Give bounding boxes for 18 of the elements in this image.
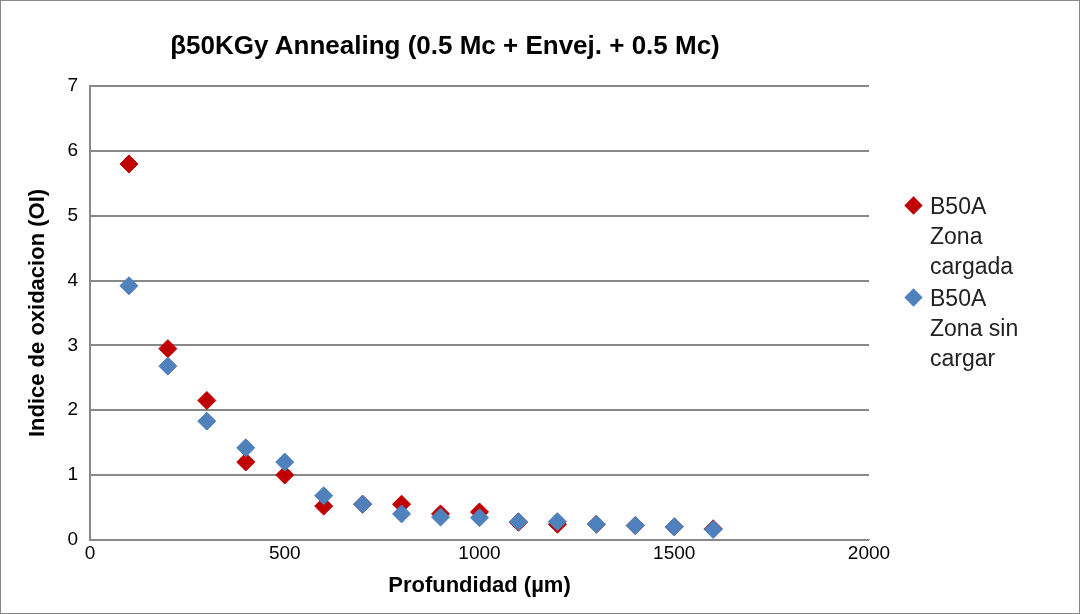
- x-tick-label: 500: [268, 542, 301, 564]
- y-tick-label: 1: [67, 463, 78, 485]
- y-tick-label: 2: [67, 398, 78, 420]
- y-tick-label: 6: [67, 139, 78, 161]
- y-tick-label: 7: [67, 74, 78, 96]
- legend-label: B50A Zona sin cargar: [930, 284, 1020, 373]
- y-axis-title: Indice de oxidacion (OI): [24, 188, 50, 438]
- x-tick-label: 0: [84, 542, 96, 564]
- chart-title: β50KGy Annealing (0.5 Mc + Envej. + 0.5 Mc): [170, 29, 720, 60]
- legend-label: B50A Zona cargada: [930, 192, 1015, 281]
- x-tick-label: 1500: [653, 542, 696, 564]
- x-tick-label: 1000: [458, 542, 501, 564]
- x-axis-title: Profundidad (µm): [388, 571, 571, 597]
- y-tick-label: 5: [67, 204, 78, 226]
- y-tick-label: 0: [67, 528, 78, 550]
- y-tick-label: 3: [67, 333, 78, 355]
- x-tick-label: 2000: [847, 542, 891, 564]
- y-tick-label: 4: [67, 268, 79, 290]
